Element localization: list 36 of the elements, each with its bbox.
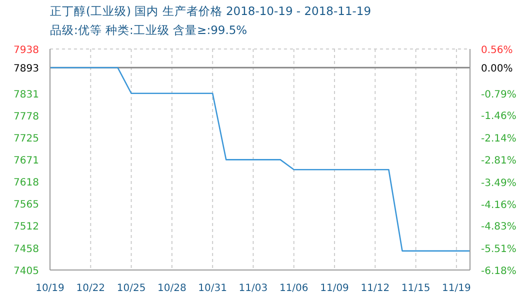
y-tick-label: 7778 (14, 111, 39, 122)
y-tick-label: 7725 (14, 133, 39, 144)
x-tick-label: 11/15 (401, 283, 430, 294)
y-tick-label: 7458 (14, 244, 39, 256)
y2-tick-label: -0.79% (481, 89, 516, 100)
y2-tick-label: -4.83% (481, 222, 516, 233)
chart-subtitle: 品级:优等 种类:工业级 含量≥:99.5% (50, 23, 248, 38)
y-tick-label: 7618 (14, 178, 39, 189)
y2-tick-label: 0.56% (481, 45, 513, 56)
x-tick-label: 10/31 (198, 283, 227, 294)
y2-tick-label: -2.81% (481, 156, 516, 166)
y2-tick-label: 0.00% (481, 63, 513, 74)
y-tick-label: 7938 (14, 45, 39, 56)
x-tick-label: 11/19 (442, 283, 471, 294)
y2-tick-label: -1.46% (481, 111, 516, 122)
y2-tick-label: -2.14% (481, 134, 516, 145)
x-tick-label: 11/09 (320, 283, 349, 294)
x-tick-label: 11/12 (360, 283, 390, 294)
y2-tick-label: -6.18% (481, 266, 516, 277)
y-tick-label: 7893 (14, 64, 39, 75)
y-tick-label: 7671 (14, 156, 39, 167)
y-tick-label: 7565 (14, 200, 39, 211)
x-tick-label: 10/25 (116, 283, 146, 294)
y2-tick-label: -4.16% (481, 200, 516, 211)
line-series (50, 67, 470, 252)
y-tick-label: 7512 (14, 222, 39, 233)
x-tick-label: 10/19 (36, 283, 64, 294)
y2-tick-label: -3.49% (481, 178, 516, 189)
x-tick-label: 10/22 (76, 283, 106, 294)
y2-tick-label: -5.51% (481, 244, 516, 256)
chart-title: 正丁醇(工业级) 国内 生产者价格 2018-10-19 - 2018-11-19 (50, 4, 372, 19)
y-tick-label: 7831 (14, 89, 39, 100)
y-tick-label: 7405 (14, 266, 39, 277)
x-tick-label: 11/06 (279, 283, 308, 294)
x-tick-label: 10/28 (158, 283, 186, 294)
x-tick-label: 11/03 (238, 283, 268, 294)
